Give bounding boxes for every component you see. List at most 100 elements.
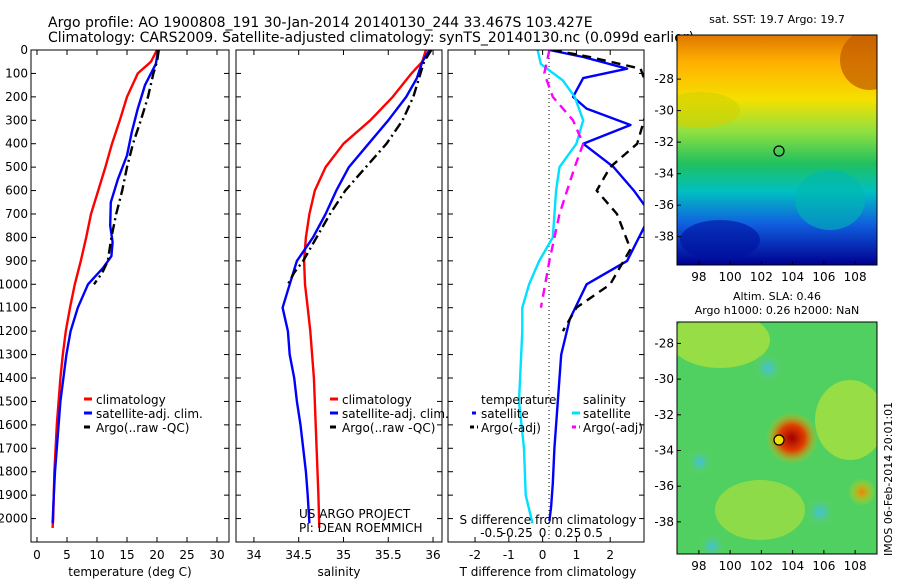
sst-map-field [677, 35, 877, 265]
y-tick-label: 900 [5, 254, 28, 268]
x-tick-label: 0 [33, 548, 41, 562]
legend-sal-argo-label: Argo(-adj) [583, 421, 643, 435]
project-annotation-line2: PI: DEAN ROEMMICH [299, 521, 422, 535]
salinity-plot-frame [235, 49, 443, 543]
argo-float-location-marker [773, 145, 785, 157]
secondary-x-tick-label: 0.25 [555, 526, 582, 540]
y-tick-label: 1800 [0, 465, 28, 479]
y-tick-label: 1900 [0, 488, 28, 502]
x-tick-label: 20 [149, 548, 164, 562]
map-y-tick-label: -30 [654, 372, 674, 386]
map-y-tick-label: -32 [654, 135, 674, 149]
legend-temp-argo-label: Argo(-adj) [481, 421, 541, 435]
series-line-satellite [517, 50, 585, 524]
salinity-axis-label: salinity [317, 565, 360, 579]
map-x-tick-label: 98 [691, 270, 706, 284]
x-tick-label: 36 [425, 548, 440, 562]
map-y-tick-label: -34 [654, 443, 674, 457]
sst-map-title: sat. SST: 19.7 Argo: 19.7 [709, 13, 845, 26]
map-y-tick-label: -28 [654, 336, 674, 350]
map-y-tick-label: -34 [654, 167, 674, 181]
salinity-panel: 34 34.5 35 35.5 36 salinity climatology sate… [235, 49, 449, 579]
legend-climatology-label: climatology [96, 393, 166, 407]
y-tick-label: 1300 [0, 348, 28, 362]
secondary-x-tick-label: 0.5 [584, 526, 603, 540]
y-tick-label: 1400 [0, 371, 28, 385]
legend-climatology-label: climatology [342, 393, 412, 407]
x-tick-label: -2 [469, 548, 481, 562]
x-tick-label: 15 [119, 548, 134, 562]
x-tick-label: 0 [539, 548, 547, 562]
secondary-x-tick-label: -0.25 [502, 526, 533, 540]
map-y-tick-label: -38 [654, 230, 674, 244]
x-tick-label: 30 [209, 548, 224, 562]
salinity-legend: climatology satellite-adj. clim. Argo(..… [330, 393, 449, 435]
map-x-tick-label: 104 [781, 270, 804, 284]
y-tick-label: 400 [5, 137, 28, 151]
series-line-argo-raw-qc [93, 50, 160, 285]
legend-temp-satellite-label: satellite [481, 407, 529, 421]
difference-panel: -2 -1 0 1 2 -0.5-0.25 0 0.25 0.5 S difference fr… [447, 49, 645, 579]
y-tick-label: 1500 [0, 394, 28, 408]
map-y-tick-label: -28 [654, 72, 674, 86]
sst-map: sat. SST: 19.7 Argo: 19.7 98 100 102 104 106… [654, 13, 878, 284]
y-tick-label: 600 [5, 184, 28, 198]
map-x-tick-label: 102 [750, 270, 773, 284]
sla-map-frame [676, 321, 878, 555]
y-tick-label: 700 [5, 207, 28, 221]
y-tick-label: 300 [5, 113, 28, 127]
legend-temperature-title: temperature [481, 393, 556, 407]
temperature-axis-label: temperature (deg C) [68, 565, 191, 579]
y-tick-label: 500 [5, 160, 28, 174]
x-tick-label: 34.5 [285, 548, 312, 562]
series-line-climatology [51, 50, 159, 528]
y-tick-label: 1000 [0, 277, 28, 291]
x-tick-label: 1 [573, 548, 581, 562]
imos-timestamp-label: IMOS 06-Feb-2014 20:01:01 [882, 402, 895, 556]
y-tick-label: 2000 [0, 512, 28, 526]
legend-salinity-title: salinity [583, 393, 626, 407]
y-tick-label: 1200 [0, 324, 28, 338]
y-tick-label: 800 [5, 230, 28, 244]
sla-map-title-line1: Altim. SLA: 0.46 [733, 290, 821, 303]
y-tick-label: 100 [5, 66, 28, 80]
map-x-tick-label: 108 [844, 270, 867, 284]
temperature-panel: 0 5 10 15 20 25 300100200300400500600700800900… [0, 43, 230, 579]
temperature-difference-axis-label: T difference from climatology [459, 565, 637, 579]
argo-float-location-marker [773, 434, 785, 446]
secondary-x-tick-label: 0 [539, 526, 547, 540]
sla-map: Altim. SLA: 0.46 Argo h1000: 0.26 h2000:… [654, 290, 878, 573]
x-tick-label: 25 [179, 548, 194, 562]
x-tick-label: 35.5 [375, 548, 402, 562]
map-x-tick-label: 98 [691, 559, 706, 573]
x-tick-label: -1 [503, 548, 515, 562]
map-x-tick-label: 106 [812, 559, 835, 573]
x-tick-label: 10 [89, 548, 104, 562]
sst-map-frame [676, 34, 878, 266]
difference-plot-frame [447, 49, 645, 543]
legend-sal-satellite-label: satellite [583, 407, 631, 421]
y-tick-label: 200 [5, 90, 28, 104]
map-y-tick-label: -36 [654, 198, 674, 212]
map-y-tick-label: -32 [654, 408, 674, 422]
figure-title-line2: Climatology: CARS2009. Satellite-adjuste… [48, 30, 694, 46]
x-tick-label: 2 [606, 548, 614, 562]
series-line-satellite [548, 50, 644, 522]
secondary-x-tick-label: -0.5 [480, 526, 503, 540]
series-line-argo-adj [539, 50, 585, 308]
legend-argo-label: Argo(..raw -QC) [96, 421, 189, 435]
salinity-difference-axis-label: S difference from climatology [460, 513, 637, 527]
difference-legend: temperature satellite Argo(-adj) salinit… [470, 393, 643, 435]
series-line-argo-adj [552, 50, 644, 332]
map-x-tick-label: 100 [719, 270, 742, 284]
series-line-argo-raw-qc [286, 50, 433, 285]
map-y-tick-label: -38 [654, 515, 674, 529]
map-x-tick-label: 108 [844, 559, 867, 573]
map-x-tick-label: 100 [719, 559, 742, 573]
temperature-legend: climatology satellite-adj. clim. Argo(..… [84, 393, 203, 435]
x-tick-label: 5 [63, 548, 71, 562]
y-tick-label: 1100 [0, 301, 28, 315]
project-annotation-line1: US ARGO PROJECT [299, 507, 411, 521]
y-tick-label: 1700 [0, 441, 28, 455]
